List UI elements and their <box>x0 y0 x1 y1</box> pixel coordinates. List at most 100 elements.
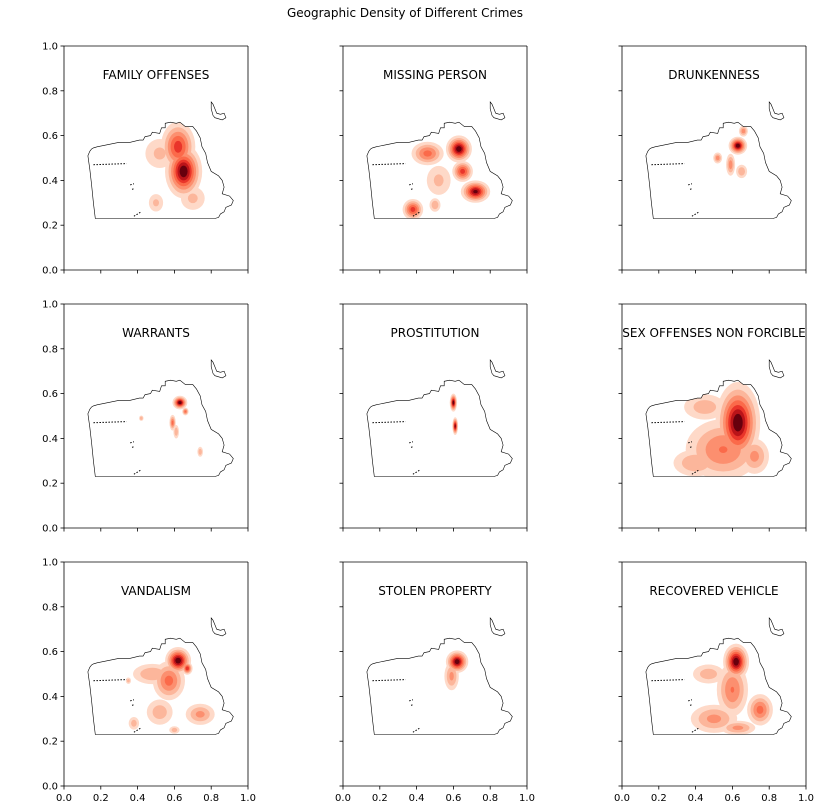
density-layer <box>145 122 205 212</box>
map-detail-line <box>412 211 421 217</box>
city-outline <box>87 379 234 477</box>
panel-title: WARRANTS <box>122 326 190 340</box>
figure-title: Geographic Density of Different Crimes <box>287 6 523 20</box>
x-tick-label: 0.8 <box>761 793 777 804</box>
panel-recovered-vehicle: 0.0 0.2 0.4 0.6 0.8 1.0 RECOVERED VEHICLE <box>614 561 814 804</box>
map-detail-line <box>410 445 415 448</box>
panel-title: DRUNKENNESS <box>668 68 760 82</box>
density-contour <box>449 671 454 681</box>
density-contour <box>174 140 183 153</box>
map-detail-line <box>133 211 142 217</box>
panel-title: SEX OFFENSES NON FORCIBLE <box>622 326 805 340</box>
city-outline <box>366 637 513 735</box>
panel-vandalism: 0.0 0.2 0.4 0.6 0.8 1.0 0.0 0.2 0.4 0.6 0.8 1.0 VAND… <box>42 558 256 805</box>
map-detail-line <box>689 187 694 190</box>
y-tick-label: 1.0 <box>42 42 58 53</box>
panel-title: MISSING PERSON <box>383 68 487 82</box>
density-contour <box>733 413 743 432</box>
panel-stolen-property: 0.0 0.2 0.4 0.6 0.8 1.0 STOLEN PROPERTY <box>335 561 535 804</box>
x-tick-label: 0.0 <box>56 793 72 804</box>
map-detail-line <box>691 469 700 475</box>
map-detail-line <box>688 441 693 444</box>
density-contour <box>164 675 174 686</box>
x-tick-label: 0.2 <box>372 793 388 804</box>
density-contour <box>741 128 746 134</box>
city-outline <box>366 121 513 219</box>
density-contour <box>174 427 178 436</box>
map-detail-line <box>409 183 414 186</box>
density-contour <box>184 410 187 413</box>
y-tick-label: 0.6 <box>42 131 58 142</box>
x-tick-label: 0.4 <box>130 793 146 804</box>
density-contour <box>179 165 188 178</box>
map-detail-line <box>131 703 136 706</box>
density-contour <box>187 193 198 204</box>
density-layer <box>449 393 459 435</box>
density-contour <box>719 446 728 453</box>
density-contour <box>756 705 764 714</box>
x-tick-label: 0.8 <box>482 793 498 804</box>
x-tick-label: 0.2 <box>651 793 667 804</box>
density-contour <box>735 143 740 148</box>
panel-drunkenness: DRUNKENNESS <box>618 45 807 274</box>
y-tick-label: 0.0 <box>42 782 58 793</box>
map-detail-line <box>131 445 136 448</box>
y-tick-label: 1.0 <box>42 558 58 569</box>
x-tick-label: 0.6 <box>445 793 461 804</box>
island-outline <box>489 359 506 379</box>
density-contour <box>456 146 462 152</box>
density-contour <box>126 679 130 683</box>
map-detail-line <box>131 187 136 190</box>
panel-grid: 0.0 0.2 0.4 0.6 0.8 1.0 FAMILY OFFENSES MISSING… <box>42 42 814 805</box>
density-contour <box>410 207 416 212</box>
island-outline <box>768 617 785 637</box>
x-tick-label: 1.0 <box>519 793 535 804</box>
density-contour <box>153 199 159 207</box>
panel-prostitution: PROSTITUTION <box>339 303 528 532</box>
map-detail-line <box>651 421 685 424</box>
map-detail-line <box>688 183 693 186</box>
island-outline <box>489 617 506 637</box>
x-tick-label: 0.6 <box>724 793 740 804</box>
y-tick-label: 0.8 <box>42 602 58 613</box>
map-detail-line <box>691 211 700 217</box>
map-detail-line <box>651 679 685 682</box>
x-tick-label: 0.4 <box>688 793 704 804</box>
map-detail-line <box>691 727 700 733</box>
density-contour <box>700 668 717 680</box>
density-contour <box>454 659 460 665</box>
x-tick-label: 1.0 <box>240 793 256 804</box>
map-detail-line <box>412 727 421 733</box>
map-detail-line <box>133 727 142 733</box>
y-tick-label: 0.2 <box>42 479 58 490</box>
panel-title: PROSTITUTION <box>391 326 480 340</box>
density-contour <box>140 667 165 681</box>
map-detail-line <box>688 699 693 702</box>
density-contour <box>433 174 444 187</box>
density-contour <box>750 450 759 462</box>
density-contour <box>195 711 205 718</box>
island-outline <box>489 101 506 121</box>
map-detail-line <box>372 679 406 682</box>
density-contour <box>139 416 143 420</box>
map-detail-line <box>689 445 694 448</box>
density-layer <box>125 647 215 734</box>
density-contour <box>198 448 202 455</box>
map-detail-line <box>130 183 135 186</box>
density-contour <box>171 727 178 733</box>
island-outline <box>210 617 227 637</box>
density-contour <box>431 200 439 210</box>
map-detail-line <box>93 421 127 424</box>
density-contour <box>733 657 739 666</box>
y-tick-label: 0.8 <box>42 86 58 97</box>
density-contour <box>178 401 182 405</box>
island-outline <box>210 359 227 379</box>
y-tick-label: 0.0 <box>42 524 58 535</box>
x-tick-label: 0.4 <box>409 793 425 804</box>
x-tick-label: 0.2 <box>93 793 109 804</box>
density-contour <box>185 666 189 671</box>
density-layer <box>444 650 469 691</box>
panel-title: STOLEN PROPERTY <box>378 584 492 598</box>
x-tick-label: 0.8 <box>203 793 219 804</box>
